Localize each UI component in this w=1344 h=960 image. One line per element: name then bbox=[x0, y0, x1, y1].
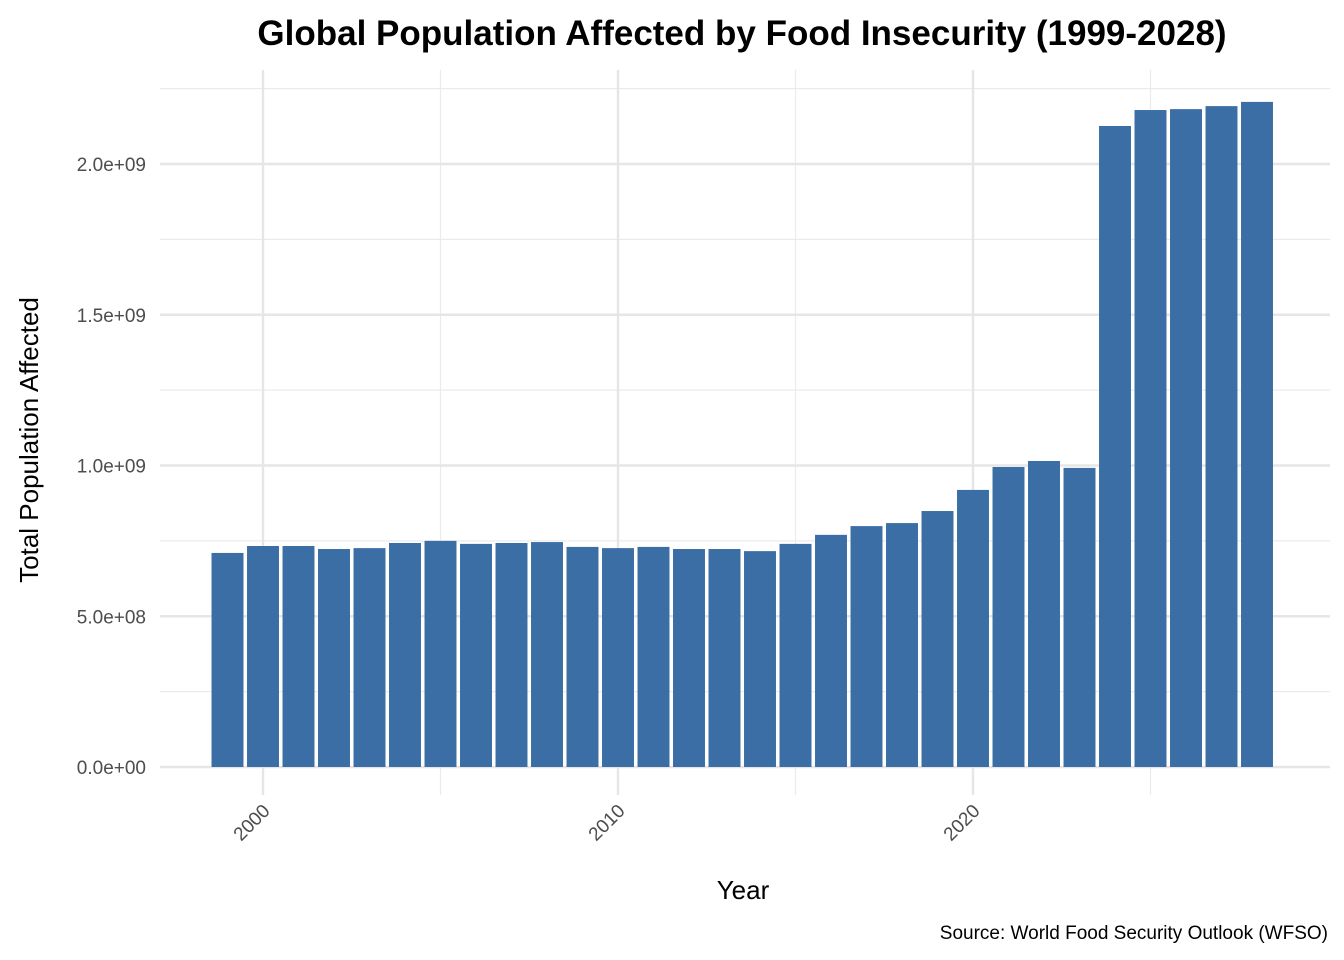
bar-2016 bbox=[815, 534, 847, 767]
bar-2003 bbox=[353, 548, 386, 767]
bar-2005 bbox=[424, 540, 457, 767]
x-axis-ticks: 2000 2010 2020 bbox=[230, 801, 985, 846]
bar-2006 bbox=[460, 543, 492, 767]
bar-2019 bbox=[921, 511, 954, 767]
x-tick-label: 2010 bbox=[585, 801, 630, 846]
bar-2018 bbox=[886, 523, 918, 767]
y-axis-label: Total Population Affected bbox=[14, 297, 44, 583]
bar-2023 bbox=[1063, 467, 1096, 767]
bars bbox=[211, 101, 1273, 768]
bar-2021 bbox=[992, 467, 1025, 767]
y-tick-label: 5.0e+08 bbox=[77, 607, 146, 628]
y-tick-label: 0.0e+00 bbox=[77, 758, 146, 779]
bar-2011 bbox=[637, 546, 670, 767]
bar-2013 bbox=[708, 549, 741, 767]
bar-2027 bbox=[1205, 106, 1238, 767]
bar-2004 bbox=[389, 542, 421, 767]
bar-2009 bbox=[566, 546, 599, 767]
bar-1999 bbox=[211, 552, 244, 767]
bar-2007 bbox=[495, 542, 528, 767]
bar-2026 bbox=[1170, 109, 1202, 767]
source-caption: Source: World Food Security Outlook (WFS… bbox=[940, 923, 1328, 944]
bar-2017 bbox=[850, 526, 883, 767]
y-tick-label: 1.5e+09 bbox=[77, 306, 146, 327]
bar-2014 bbox=[744, 551, 776, 767]
chart-title: Global Population Affected by Food Insec… bbox=[257, 14, 1226, 53]
x-tick-label: 2000 bbox=[230, 801, 275, 846]
y-tick-label: 2.0e+09 bbox=[77, 155, 146, 176]
bar-2001 bbox=[282, 546, 315, 767]
y-axis-ticks: 0.0e+00 5.0e+08 1.0e+09 1.5e+09 2.0e+09 bbox=[77, 155, 146, 779]
bar-2010 bbox=[602, 548, 634, 767]
x-axis-label: Year bbox=[717, 875, 770, 905]
bar-2000 bbox=[247, 546, 279, 767]
y-tick-label: 1.0e+09 bbox=[77, 457, 146, 478]
x-tick-label: 2020 bbox=[940, 801, 985, 846]
bar-2028 bbox=[1241, 101, 1273, 768]
bar-2002 bbox=[318, 549, 350, 767]
bar-2024 bbox=[1099, 126, 1131, 768]
bar-2020 bbox=[957, 489, 989, 767]
bar-2012 bbox=[673, 549, 705, 767]
bar-2008 bbox=[531, 542, 563, 767]
bar-2025 bbox=[1134, 110, 1167, 768]
bar-2015 bbox=[779, 543, 812, 767]
bar-2022 bbox=[1028, 460, 1060, 767]
